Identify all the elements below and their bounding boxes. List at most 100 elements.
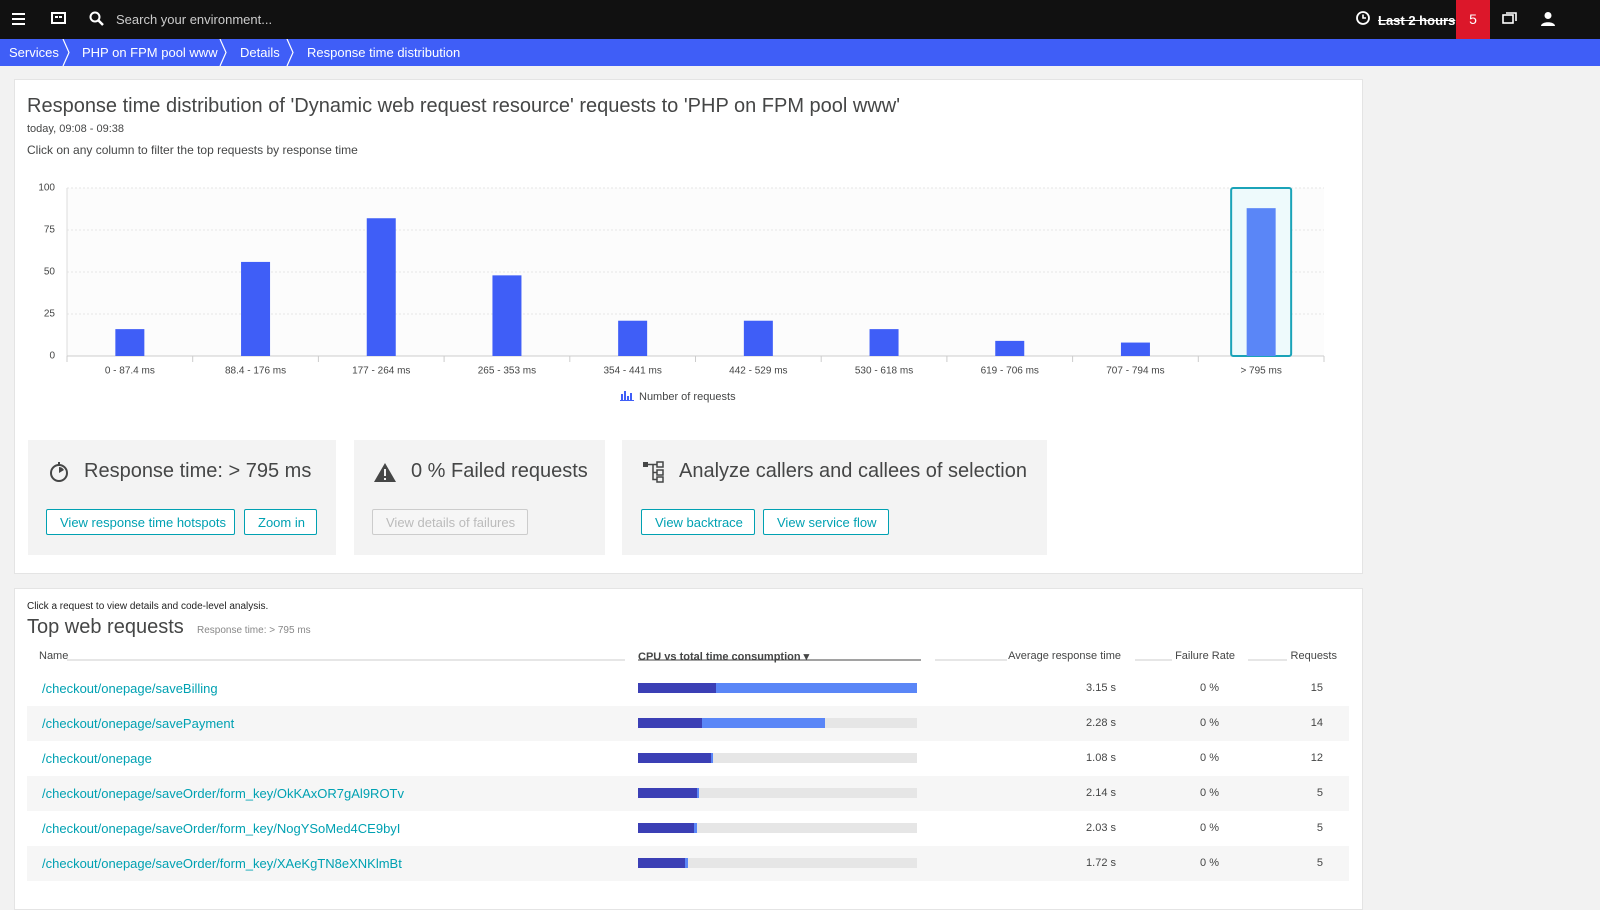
chart-hint: Click on any column to filter the top re…: [27, 143, 358, 157]
bar-track: [638, 788, 917, 798]
x-tick-label: 265 - 353 ms: [478, 366, 536, 377]
x-tick-label: 619 - 706 ms: [981, 366, 1039, 377]
column-header[interactable]: Name: [39, 650, 69, 662]
histogram-chart[interactable]: 0 25 50 75 100 0 - 87.4 ms 88.4 - 176 ms 177 - …: [0, 0, 1400, 420]
failure-rate: 0 %: [1200, 857, 1219, 869]
average-response-time: 1.08 s: [1086, 752, 1116, 764]
bar[interactable]: [492, 275, 522, 356]
failures-button: View details of failures: [372, 509, 528, 535]
breadcrumb-separators: [62, 39, 294, 66]
y-tick-label: 50: [44, 267, 56, 278]
breadcrumb[interactable]: Details: [240, 45, 280, 60]
callers-panel: Analyze callers and callees of selection…: [622, 440, 1047, 555]
panel-title: 0 % Failed requests: [411, 460, 588, 482]
y-tick-label: 0: [49, 351, 55, 362]
failure-rate: 0 %: [1200, 752, 1219, 764]
bar[interactable]: [241, 261, 271, 356]
stopwatch-icon: [50, 462, 68, 482]
breadcrumb[interactable]: PHP on FPM pool www: [82, 45, 218, 60]
x-tick-label: 530 - 618 ms: [855, 366, 913, 377]
bar[interactable]: [995, 340, 1025, 356]
bar-track: [638, 753, 917, 763]
clock-icon: [1356, 11, 1370, 25]
x-tick-label: 0 - 87.4 ms: [105, 366, 155, 377]
total-time-bar: [638, 683, 917, 693]
menu-icon[interactable]: [12, 12, 26, 26]
request-count: 15: [1310, 682, 1323, 694]
table-subtitle: Response time: > 795 ms: [197, 625, 311, 636]
failure-rate: 0 %: [1200, 717, 1219, 729]
cpu-time-bar: [638, 753, 711, 763]
flow-icon: [643, 461, 664, 483]
top-bar: Search your environment... Last 2 hours …: [0, 0, 1600, 39]
failure-rate: 0 %: [1200, 787, 1219, 799]
breadcrumb[interactable]: Services: [9, 45, 59, 60]
cpu-time-bar: [638, 788, 697, 798]
request-link[interactable]: /checkout/onepage/savePayment: [42, 716, 235, 731]
average-response-time: 2.28 s: [1086, 717, 1116, 729]
panel-title: Response time: > 795 ms: [84, 460, 312, 482]
table-row[interactable]: /checkout/onepage/saveOrder/form_key/OkK…: [27, 776, 1349, 811]
bar-track: [638, 823, 917, 833]
request-count: 14: [1310, 717, 1323, 729]
bar[interactable]: [1120, 342, 1150, 356]
legend-label: Number of requests: [639, 391, 736, 403]
x-tick-label: 88.4 - 176 ms: [225, 366, 286, 377]
bar[interactable]: [1246, 208, 1276, 356]
zoom-button[interactable]: Zoom in: [244, 509, 317, 535]
windows-icon[interactable]: [1502, 11, 1518, 27]
cpu-time-bar: [638, 858, 686, 868]
cpu-time-bar: [638, 718, 703, 728]
bar-track: [638, 858, 917, 868]
hotspots-button[interactable]: View response time hotspots: [46, 509, 235, 535]
x-tick-label: > 795 ms: [1240, 366, 1281, 377]
table-row[interactable]: /checkout/onepage/savePayment 2.28 s 0 % 14: [27, 706, 1349, 741]
problems-badge[interactable]: 5: [1456, 0, 1490, 39]
bar[interactable]: [743, 320, 773, 356]
request-link[interactable]: /checkout/onepage: [42, 751, 152, 766]
table-title: Top web requests: [27, 616, 184, 638]
legend-icon: [621, 394, 623, 400]
table-row[interactable]: /checkout/onepage 1.08 s 0 % 12: [27, 741, 1349, 776]
table-row[interactable]: /checkout/onepage/saveBilling 3.15 s 0 % 15: [27, 671, 1349, 706]
cpu-time-bar: [638, 683, 717, 693]
table-row[interactable]: /checkout/onepage/saveOrder/form_key/XAe…: [27, 846, 1349, 881]
breadcrumb: Response time distribution: [307, 45, 461, 60]
service-flow-button[interactable]: View service flow: [763, 509, 889, 535]
warning-icon: [374, 463, 396, 482]
user-icon[interactable]: [1541, 11, 1555, 27]
request-link[interactable]: /checkout/onepage/saveOrder/form_key/Nog…: [42, 821, 401, 836]
timeframe-selector[interactable]: Last 2 hours: [1378, 13, 1456, 28]
request-count: 5: [1316, 822, 1323, 834]
x-tick-label: 354 - 441 ms: [603, 366, 661, 377]
response-time-panel: Response time: > 795 ms View response ti…: [28, 440, 336, 555]
request-link[interactable]: /checkout/onepage/saveOrder/form_key/OkK…: [42, 786, 404, 801]
request-count: 5: [1316, 857, 1323, 869]
x-tick-label: 442 - 529 ms: [729, 366, 787, 377]
bar[interactable]: [869, 329, 899, 356]
search-input[interactable]: Search your environment...: [116, 12, 273, 27]
column-header[interactable]: Requests: [1290, 650, 1337, 662]
average-response-time: 1.72 s: [1086, 857, 1116, 869]
failure-rate: 0 %: [1200, 822, 1219, 834]
bar[interactable]: [366, 218, 396, 356]
bar[interactable]: [618, 320, 648, 356]
table-row[interactable]: /checkout/onepage/saveOrder/form_key/Nog…: [27, 811, 1349, 846]
table-hint: Click a request to view details and code…: [27, 601, 269, 612]
panel-title: Analyze callers and callees of selection: [679, 460, 1027, 482]
request-link[interactable]: /checkout/onepage/saveOrder/form_key/XAe…: [42, 856, 402, 871]
header-underlines: [67, 659, 1287, 661]
card-title: Response time distribution of 'Dynamic w…: [27, 95, 901, 117]
backtrace-button[interactable]: View backtrace: [641, 509, 755, 535]
x-tick-label: 177 - 264 ms: [352, 366, 410, 377]
column-header[interactable]: Average response time: [1008, 650, 1121, 662]
dashboard-icon[interactable]: [51, 12, 67, 26]
request-link[interactable]: /checkout/onepage/saveBilling: [42, 681, 218, 696]
column-header[interactable]: Failure Rate: [1175, 650, 1235, 662]
bar[interactable]: [115, 329, 145, 356]
failures-panel: 0 % Failed requests View details of fail…: [354, 440, 605, 555]
y-tick-label: 100: [38, 183, 55, 194]
request-count: 12: [1310, 752, 1323, 764]
legend-icon: [624, 391, 626, 400]
